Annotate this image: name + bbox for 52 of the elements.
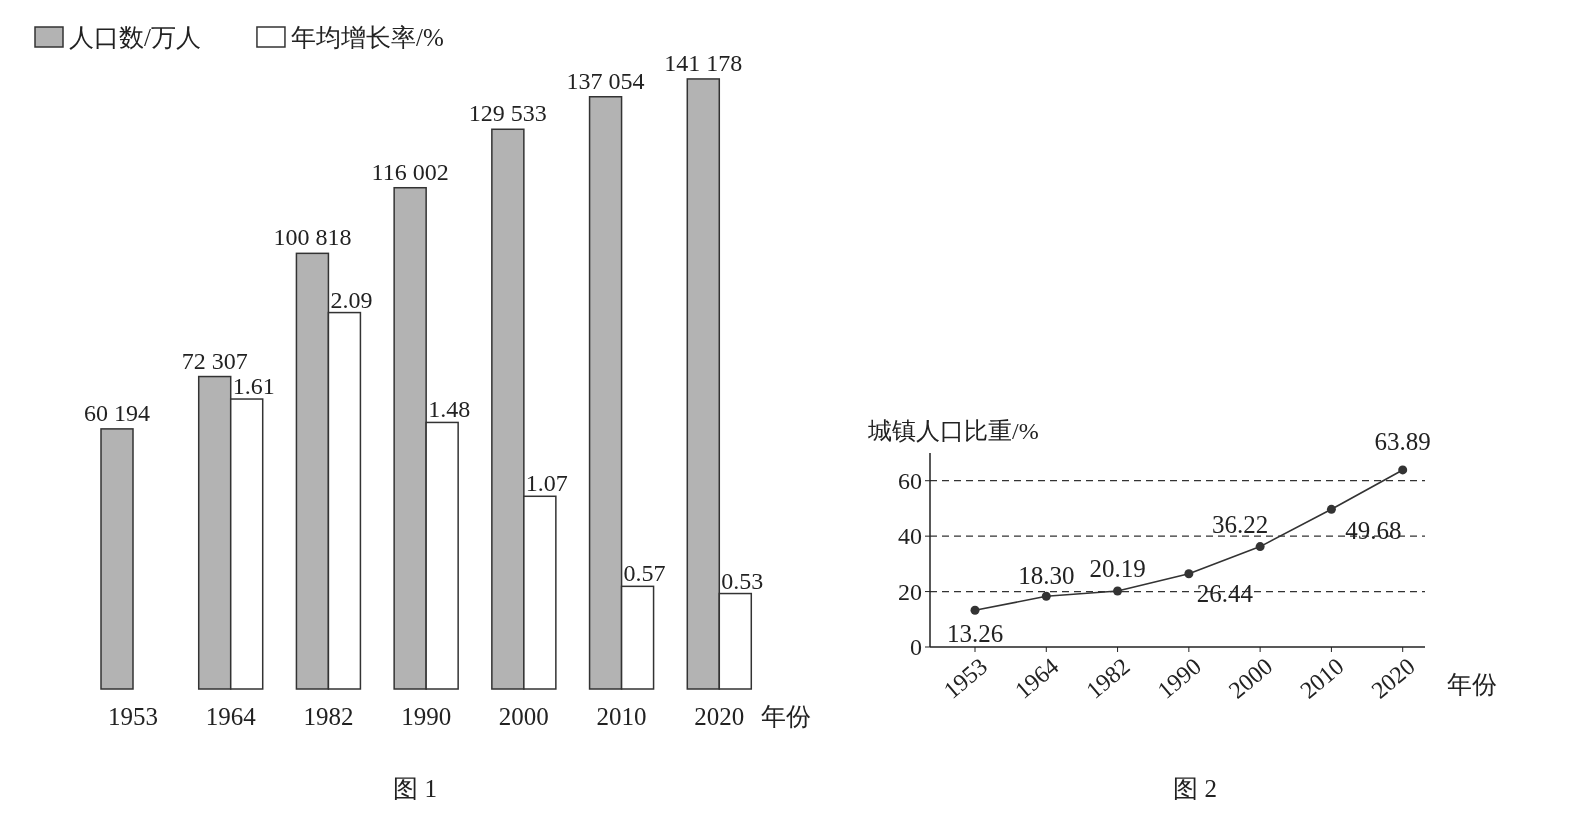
data-label: 129 533 [468, 100, 547, 127]
point [1113, 586, 1123, 596]
caption: 图 1 [393, 775, 437, 802]
data-label: 49.68 [1345, 517, 1402, 545]
data-label: 1.61 [232, 373, 275, 400]
data-label: 72 307 [181, 347, 248, 374]
data-label: 36.22 [1212, 510, 1269, 538]
data-label: 18.30 [1018, 562, 1075, 590]
caption: 图 2 [1173, 775, 1217, 802]
point [1398, 465, 1408, 475]
legend-label: 年均增长率/% [290, 24, 444, 51]
x-axis-title: 年份 [1447, 671, 1497, 698]
point [1041, 591, 1051, 601]
x-tick-label: 2020 [694, 703, 745, 730]
data-label: 0.53 [721, 567, 764, 594]
data-label: 100 818 [273, 224, 352, 251]
x-tick-label: 1982 [303, 703, 354, 730]
x-tick-label: 1990 [401, 703, 452, 730]
x-tick-label: 1982 [1081, 652, 1135, 704]
x-tick-label: 2010 [596, 703, 647, 730]
data-label: 0.57 [623, 560, 666, 587]
y-tick-label: 40 [898, 523, 922, 550]
point [970, 605, 980, 615]
data-label: 20.19 [1089, 555, 1146, 583]
x-tick-label: 1990 [1152, 652, 1207, 704]
data-label: 26.44 [1196, 579, 1254, 607]
data-label: 13.26 [946, 620, 1004, 648]
point [1326, 504, 1336, 514]
x-tick-label: 2010 [1295, 652, 1349, 704]
data-label: 1.48 [428, 396, 471, 423]
x-tick-label: 1953 [938, 652, 993, 704]
point [1184, 569, 1194, 579]
y-tick-label: 0 [910, 634, 922, 660]
y-tick-label: 60 [898, 467, 922, 494]
bar [100, 428, 134, 690]
x-tick-label: 2000 [498, 703, 549, 730]
legend-label: 人口数/万人 [69, 24, 201, 51]
data-label: 116 002 [371, 158, 449, 185]
x-tick-label: 2000 [1223, 652, 1278, 704]
point [1255, 542, 1265, 552]
x-tick-label: 1964 [205, 703, 257, 730]
data-label: 63.89 [1374, 427, 1431, 455]
y-axis-title: 城镇人口比重/% [867, 418, 1039, 444]
data-label: 60 194 [84, 399, 150, 426]
data-label: 141 178 [664, 49, 743, 76]
data-label: 2.09 [330, 286, 373, 313]
data-label: 1.07 [525, 470, 568, 497]
data-label: 137 054 [566, 67, 645, 94]
y-tick-label: 20 [898, 578, 922, 605]
x-tick-label: 2020 [1366, 652, 1420, 704]
x-tick-label: 1953 [108, 703, 158, 730]
x-axis-title: 年份 [761, 703, 812, 730]
